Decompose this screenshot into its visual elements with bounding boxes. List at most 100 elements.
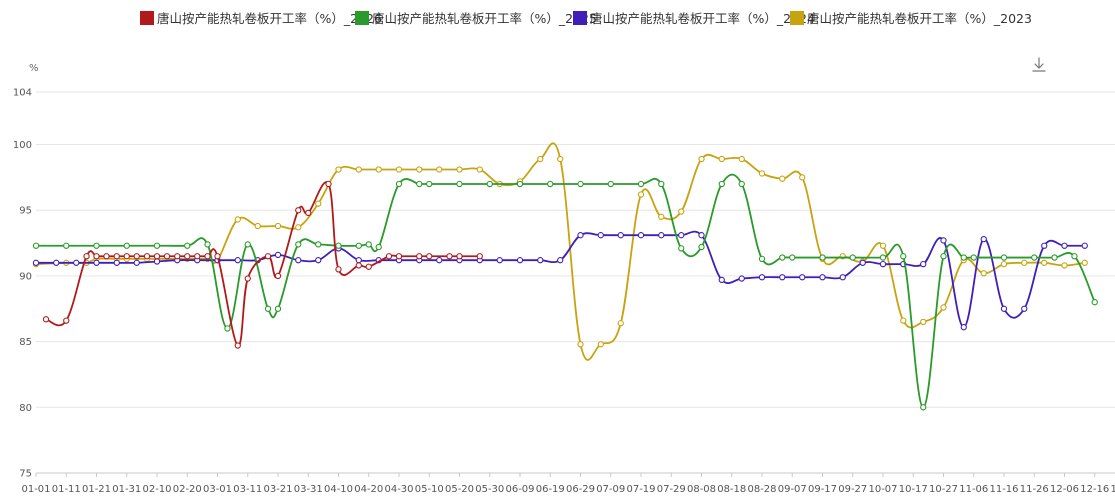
data-point[interactable] bbox=[678, 245, 685, 252]
data-point[interactable] bbox=[637, 191, 645, 198]
data-point[interactable] bbox=[355, 166, 362, 173]
data-point[interactable] bbox=[153, 253, 161, 260]
data-point[interactable] bbox=[395, 253, 403, 260]
data-point[interactable] bbox=[123, 253, 130, 260]
data-point[interactable] bbox=[849, 254, 856, 261]
data-point[interactable] bbox=[153, 258, 161, 265]
data-point[interactable] bbox=[1081, 259, 1088, 266]
data-point[interactable] bbox=[1041, 259, 1048, 266]
data-point[interactable] bbox=[204, 253, 211, 260]
data-point[interactable] bbox=[839, 274, 846, 281]
data-point[interactable] bbox=[597, 232, 604, 239]
data-point[interactable] bbox=[557, 155, 564, 163]
data-point[interactable] bbox=[758, 170, 766, 177]
data-point[interactable] bbox=[355, 262, 362, 269]
data-point[interactable] bbox=[143, 253, 151, 260]
data-point[interactable] bbox=[678, 208, 685, 215]
data-point[interactable] bbox=[295, 257, 302, 264]
data-point[interactable] bbox=[537, 155, 544, 163]
data-point[interactable] bbox=[476, 253, 483, 260]
download-button[interactable] bbox=[1031, 57, 1047, 73]
legend-item[interactable]: 唐山按产能热轧卷板开工率（%）_2023 bbox=[790, 11, 1032, 26]
data-point[interactable] bbox=[940, 237, 947, 244]
data-point[interactable] bbox=[123, 242, 130, 249]
data-point[interactable] bbox=[1091, 299, 1098, 306]
data-point[interactable] bbox=[153, 242, 161, 249]
data-point[interactable] bbox=[718, 276, 725, 284]
data-point[interactable] bbox=[446, 253, 453, 260]
data-point[interactable] bbox=[416, 180, 423, 188]
data-point[interactable] bbox=[214, 253, 221, 260]
data-point[interactable] bbox=[1021, 305, 1028, 312]
data-point[interactable] bbox=[789, 254, 796, 261]
data-point[interactable] bbox=[577, 341, 584, 348]
data-point[interactable] bbox=[900, 253, 907, 260]
legend-item[interactable]: 唐山按产能热轧卷板开工率（%）_2024 bbox=[573, 11, 815, 26]
data-point[interactable] bbox=[32, 242, 40, 249]
data-point[interactable] bbox=[718, 180, 725, 188]
legend-item[interactable]: 唐山按产能热轧卷板开工率（%）_2025 bbox=[355, 11, 597, 26]
data-point[interactable] bbox=[1051, 254, 1058, 261]
data-point[interactable] bbox=[547, 180, 554, 188]
data-point[interactable] bbox=[779, 274, 786, 281]
data-point[interactable] bbox=[758, 255, 766, 263]
data-point[interactable] bbox=[184, 242, 191, 249]
data-point[interactable] bbox=[597, 341, 604, 348]
data-point[interactable] bbox=[637, 232, 645, 239]
data-point[interactable] bbox=[315, 200, 322, 207]
data-point[interactable] bbox=[264, 253, 272, 260]
data-point[interactable] bbox=[335, 242, 342, 249]
data-point[interactable] bbox=[607, 180, 614, 188]
data-point[interactable] bbox=[779, 175, 786, 182]
data-point[interactable] bbox=[819, 274, 826, 281]
data-point[interactable] bbox=[718, 155, 725, 163]
data-point[interactable] bbox=[637, 180, 645, 188]
data-point[interactable] bbox=[133, 253, 140, 260]
data-point[interactable] bbox=[859, 259, 866, 266]
data-point[interactable] bbox=[32, 259, 40, 266]
data-point[interactable] bbox=[93, 242, 100, 249]
legend-item[interactable]: 唐山按产能热轧卷板开工率（%）_2026 bbox=[140, 11, 382, 26]
data-point[interactable] bbox=[456, 166, 463, 173]
data-point[interactable] bbox=[274, 222, 282, 230]
data-point[interactable] bbox=[113, 259, 120, 266]
data-point[interactable] bbox=[42, 316, 50, 323]
data-point[interactable] bbox=[516, 180, 524, 188]
data-point[interactable] bbox=[980, 270, 987, 277]
data-point[interactable] bbox=[537, 257, 544, 264]
data-point[interactable] bbox=[819, 254, 826, 261]
data-point[interactable] bbox=[274, 272, 282, 280]
data-point[interactable] bbox=[416, 166, 423, 173]
data-point[interactable] bbox=[163, 253, 171, 260]
data-point[interactable] bbox=[920, 318, 927, 326]
data-point[interactable] bbox=[617, 320, 624, 327]
data-point[interactable] bbox=[224, 325, 231, 332]
data-point[interactable] bbox=[335, 166, 342, 173]
data-point[interactable] bbox=[1031, 254, 1038, 261]
data-point[interactable] bbox=[395, 180, 403, 188]
data-point[interactable] bbox=[385, 253, 393, 260]
data-point[interactable] bbox=[73, 259, 80, 266]
data-point[interactable] bbox=[476, 166, 483, 173]
data-point[interactable] bbox=[244, 275, 251, 282]
data-point[interactable] bbox=[1041, 242, 1048, 249]
data-point[interactable] bbox=[375, 166, 382, 173]
data-point[interactable] bbox=[658, 180, 665, 188]
data-point[interactable] bbox=[970, 254, 977, 261]
data-point[interactable] bbox=[426, 253, 433, 260]
data-point[interactable] bbox=[426, 180, 433, 188]
data-point[interactable] bbox=[315, 241, 322, 248]
data-point[interactable] bbox=[658, 232, 665, 239]
data-point[interactable] bbox=[1071, 253, 1078, 260]
data-point[interactable] bbox=[315, 257, 322, 264]
data-point[interactable] bbox=[738, 155, 745, 163]
data-point[interactable] bbox=[456, 180, 463, 188]
data-point[interactable] bbox=[335, 266, 342, 273]
data-point[interactable] bbox=[53, 259, 60, 266]
data-point[interactable] bbox=[879, 260, 887, 268]
data-point[interactable] bbox=[305, 209, 312, 217]
data-point[interactable] bbox=[274, 251, 282, 259]
data-point[interactable] bbox=[698, 232, 705, 239]
data-point[interactable] bbox=[295, 207, 302, 214]
data-point[interactable] bbox=[900, 317, 907, 324]
